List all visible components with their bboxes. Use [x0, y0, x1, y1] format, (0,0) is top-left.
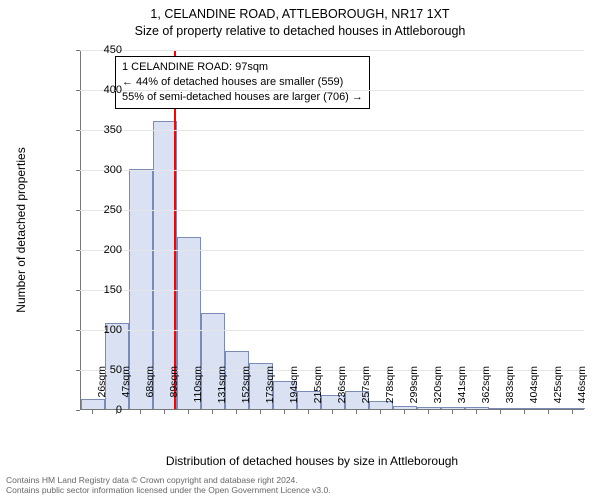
y-tick-label: 450	[82, 44, 122, 56]
x-tick-mark	[308, 410, 309, 414]
x-tick-label: 131sqm	[216, 366, 228, 416]
footer-line-1: Contains HM Land Registry data © Crown c…	[6, 475, 331, 486]
x-tick-mark	[356, 410, 357, 414]
x-tick-mark	[404, 410, 405, 414]
annotation-box: 1 CELANDINE ROAD: 97sqm← 44% of detached…	[115, 56, 370, 109]
x-tick-mark	[476, 410, 477, 414]
address-line: 1, CELANDINE ROAD, ATTLEBOROUGH, NR17 1X…	[0, 6, 600, 23]
annotation-line: 1 CELANDINE ROAD: 97sqm	[122, 60, 363, 75]
x-axis-title: Distribution of detached houses by size …	[36, 454, 588, 468]
y-tick-label: 250	[82, 204, 122, 216]
x-tick-label: 26sqm	[96, 366, 108, 416]
x-tick-label: 383sqm	[504, 366, 516, 416]
y-tick-label: 350	[82, 124, 122, 136]
y-gridline	[80, 130, 584, 131]
x-tick-mark	[428, 410, 429, 414]
x-tick-label: 236sqm	[336, 366, 348, 416]
x-tick-label: 194sqm	[288, 366, 300, 416]
x-tick-mark	[188, 410, 189, 414]
y-tick-mark	[76, 50, 80, 51]
x-tick-mark	[452, 410, 453, 414]
x-tick-label: 362sqm	[480, 366, 492, 416]
y-tick-mark	[76, 370, 80, 371]
y-gridline	[80, 250, 584, 251]
y-tick-mark	[76, 410, 80, 411]
y-gridline	[80, 90, 584, 91]
x-tick-mark	[380, 410, 381, 414]
x-tick-label: 257sqm	[360, 366, 372, 416]
x-tick-mark	[332, 410, 333, 414]
x-tick-mark	[548, 410, 549, 414]
y-gridline	[80, 330, 584, 331]
y-tick-mark	[76, 170, 80, 171]
subtitle-line: Size of property relative to detached ho…	[0, 23, 600, 40]
x-tick-mark	[212, 410, 213, 414]
annotation-line: ← 44% of detached houses are smaller (55…	[122, 75, 363, 90]
x-tick-label: 320sqm	[432, 366, 444, 416]
x-tick-label: 110sqm	[192, 366, 204, 416]
x-tick-mark	[164, 410, 165, 414]
x-tick-mark	[524, 410, 525, 414]
x-tick-mark	[572, 410, 573, 414]
y-gridline	[80, 50, 584, 51]
chart-region: Number of detached properties 1 CELANDIN…	[36, 50, 588, 470]
x-tick-label: 341sqm	[456, 366, 468, 416]
chart-header: 1, CELANDINE ROAD, ATTLEBOROUGH, NR17 1X…	[0, 0, 600, 40]
y-tick-label: 150	[82, 284, 122, 296]
x-tick-mark	[92, 410, 93, 414]
x-tick-label: 89sqm	[168, 366, 180, 416]
y-tick-label: 100	[82, 324, 122, 336]
footer-line-2: Contains public sector information licen…	[6, 485, 331, 496]
x-tick-label: 404sqm	[528, 366, 540, 416]
x-tick-label: 47sqm	[120, 366, 132, 416]
y-tick-label: 400	[82, 84, 122, 96]
y-gridline	[80, 290, 584, 291]
y-tick-mark	[76, 130, 80, 131]
y-tick-label: 300	[82, 164, 122, 176]
x-tick-mark	[260, 410, 261, 414]
x-tick-mark	[116, 410, 117, 414]
x-tick-label: 215sqm	[312, 366, 324, 416]
x-tick-label: 299sqm	[408, 366, 420, 416]
y-tick-mark	[76, 90, 80, 91]
x-tick-mark	[140, 410, 141, 414]
x-tick-mark	[236, 410, 237, 414]
x-tick-label: 152sqm	[240, 366, 252, 416]
y-tick-mark	[76, 250, 80, 251]
plot-area: 1 CELANDINE ROAD: 97sqm← 44% of detached…	[80, 50, 584, 410]
x-tick-mark	[284, 410, 285, 414]
y-gridline	[80, 210, 584, 211]
x-tick-mark	[500, 410, 501, 414]
y-tick-mark	[76, 290, 80, 291]
x-tick-label: 446sqm	[576, 366, 588, 416]
y-tick-label: 200	[82, 244, 122, 256]
footer: Contains HM Land Registry data © Crown c…	[6, 475, 331, 496]
annotation-line: 55% of semi-detached houses are larger (…	[122, 90, 363, 105]
x-tick-label: 425sqm	[552, 366, 564, 416]
x-tick-label: 278sqm	[384, 366, 396, 416]
x-tick-label: 173sqm	[264, 366, 276, 416]
x-tick-label: 68sqm	[144, 366, 156, 416]
y-gridline	[80, 170, 584, 171]
y-tick-mark	[76, 210, 80, 211]
y-tick-mark	[76, 330, 80, 331]
